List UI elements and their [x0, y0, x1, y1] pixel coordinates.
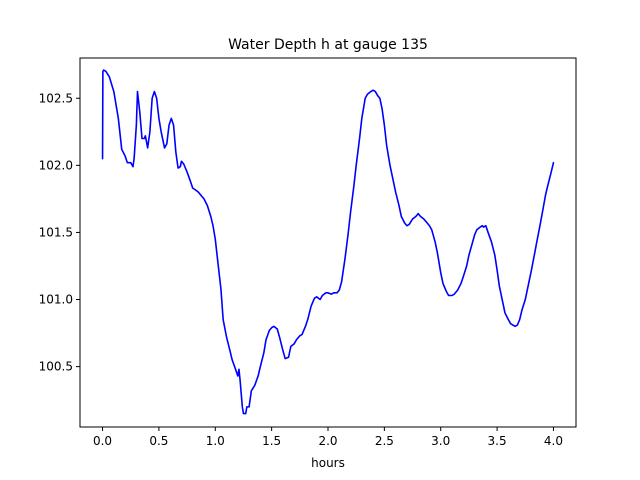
x-tick-label: 2.5	[375, 434, 394, 448]
x-tick-label: 1.5	[262, 434, 281, 448]
x-axis-label: hours	[311, 456, 345, 470]
y-tick-label: 101.0	[39, 293, 73, 307]
y-tick-label: 101.5	[39, 225, 73, 239]
x-tick-label: 0.0	[93, 434, 112, 448]
x-tick-label: 1.0	[206, 434, 225, 448]
x-tick-label: 0.5	[149, 434, 168, 448]
y-tick-label: 100.5	[39, 360, 73, 374]
series-lines	[101, 69, 555, 415]
x-axis-ticks: 0.0 0.5 1.0 1.5 2.0 2.5 3.0 3.5 4.0	[93, 427, 563, 448]
x-tick-label: 4.0	[544, 434, 563, 448]
chart-title: Water Depth h at gauge 135	[228, 37, 428, 53]
x-tick-label: 2.0	[318, 434, 337, 448]
plot-frame	[79, 57, 577, 428]
y-tick-label: 102.5	[39, 91, 73, 105]
y-axis-ticks: 100.5 101.0 101.5 102.0 102.5	[39, 91, 80, 374]
series-line-0	[101, 69, 555, 415]
x-tick-label: 3.5	[488, 434, 507, 448]
x-tick-label: 3.0	[431, 434, 450, 448]
y-tick-label: 102.0	[39, 158, 73, 172]
